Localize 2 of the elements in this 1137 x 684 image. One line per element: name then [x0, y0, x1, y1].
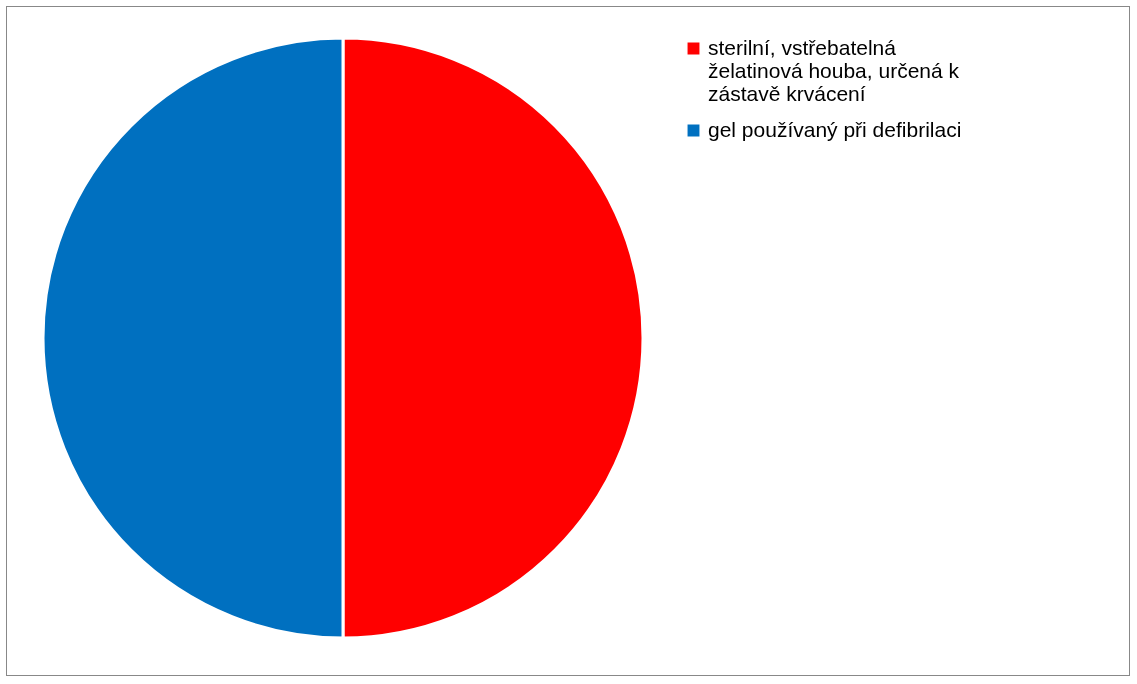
legend-label: gel používaný při defibrilaci [708, 117, 962, 141]
legend-label: sterilní, vstřebatelná želatinová houba, určená k zástavě krvácení [708, 35, 960, 105]
